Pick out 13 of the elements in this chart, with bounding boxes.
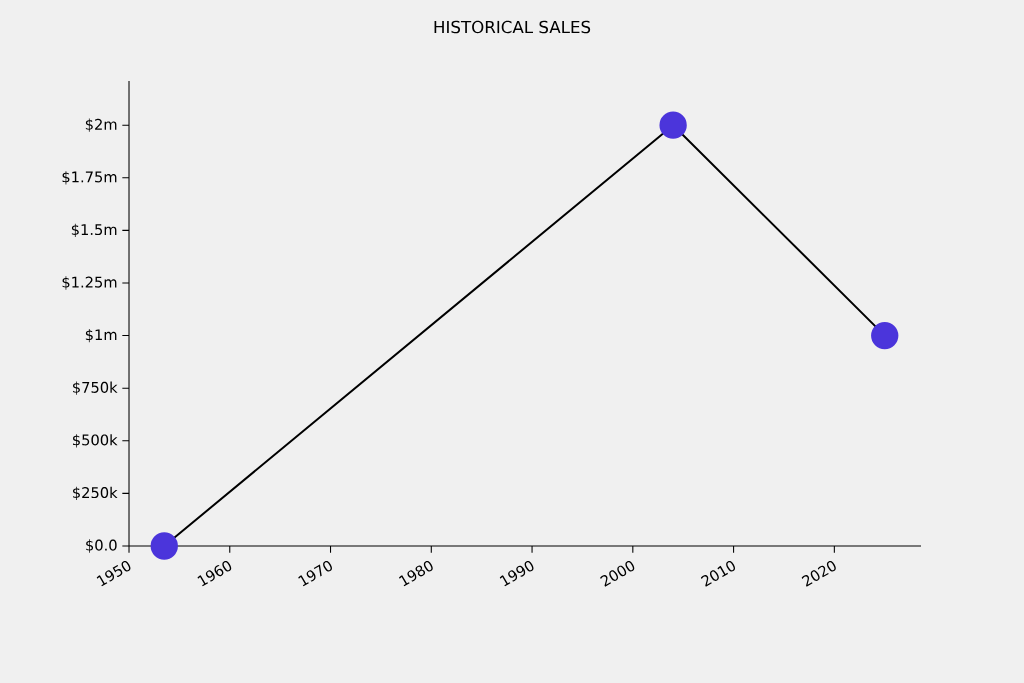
point: [871, 321, 899, 350]
y-tick-label: $500k: [73, 434, 118, 448]
y-tick-label: $2m: [85, 118, 117, 132]
y-tick-label: $1.75m: [62, 171, 117, 185]
point: [150, 532, 178, 560]
y-tick-label: $1.25m: [62, 276, 117, 290]
y-tick-label: $1.5m: [71, 223, 117, 238]
point: [659, 111, 687, 139]
y-tick-label: $250k: [73, 486, 118, 501]
y-tick-label: $1m: [85, 328, 117, 343]
y-tick-label: $0.0: [86, 539, 117, 553]
chart-title: HISTORICAL SALES: [434, 20, 591, 34]
y-tick-label: $750k: [73, 381, 118, 395]
